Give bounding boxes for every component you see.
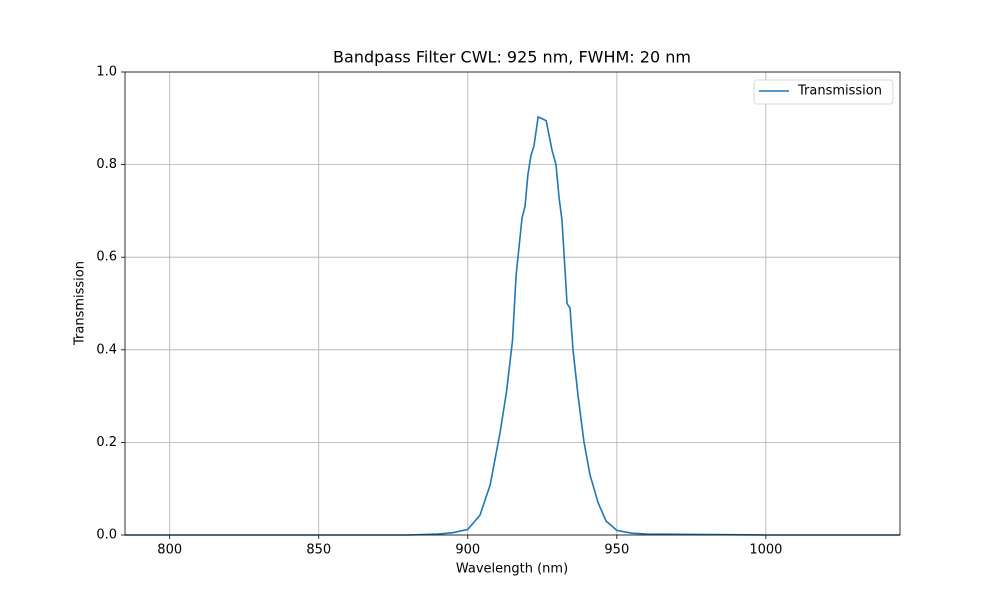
y-tick-label: 0.8: [96, 157, 117, 172]
y-tick-label: 0.4: [96, 342, 117, 357]
plot-frame: [124, 71, 901, 536]
data-line: [125, 115, 900, 536]
y-tick-label: 0.2: [96, 435, 117, 450]
x-tick-label: 850: [306, 543, 331, 558]
y-tick-label: 0.0: [96, 528, 117, 543]
x-tick-label: 1000: [749, 543, 782, 558]
x-tick-label: 800: [157, 543, 182, 558]
x-tick-label: 900: [455, 543, 480, 558]
chart-title: Bandpass Filter CWL: 925 nm, FWHM: 20 nm: [333, 48, 691, 67]
x-axis-label: Wavelength (nm): [456, 562, 568, 577]
y-axis-label: Transmission: [73, 261, 88, 346]
y-tick-label: 0.6: [96, 250, 117, 265]
y-tick-label: 1.0: [96, 65, 117, 80]
legend-box: [753, 79, 894, 105]
legend-label: Transmission: [797, 84, 882, 99]
x-tick-label: 950: [604, 543, 629, 558]
